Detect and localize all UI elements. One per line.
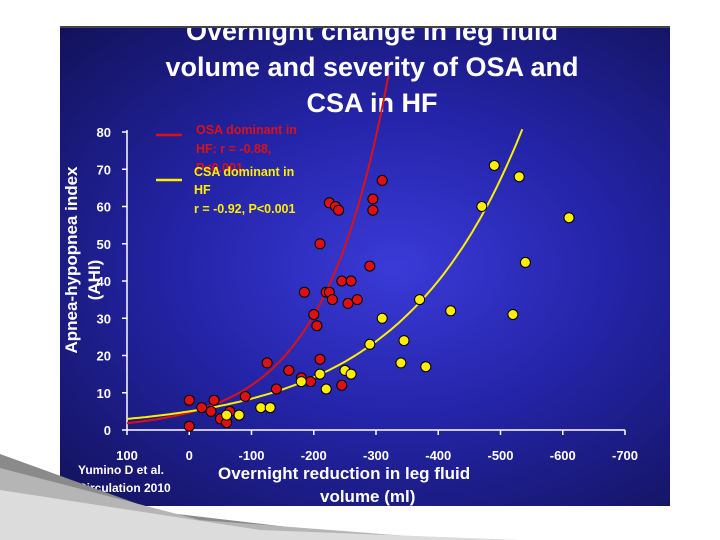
chart-title-line-3: CSA in HF — [307, 88, 438, 118]
osa-data-point — [314, 353, 326, 365]
csa-data-point — [264, 402, 276, 414]
legend-csa-line-1: CSA dominant in — [194, 165, 294, 179]
csa-data-point — [364, 338, 376, 350]
legend-csa-line-3: r = -0.92, P<0.001 — [194, 202, 296, 216]
osa-data-point — [333, 204, 345, 216]
csa-data-point — [563, 212, 575, 224]
osa-data-point — [208, 394, 220, 406]
x-tick-label: 0 — [186, 448, 193, 463]
osa-data-point — [183, 394, 195, 406]
x-tick-label: -300 — [363, 448, 389, 463]
csa-data-point — [398, 335, 410, 347]
legend-osa-line-2: HF: r = -0.88, — [196, 142, 271, 156]
y-tick-label: 30 — [97, 311, 111, 326]
y-axis-label-line-1: Apnea-hypopnea index — [62, 166, 81, 354]
csa-data-point — [314, 368, 326, 380]
x-tick-label: -100 — [238, 448, 264, 463]
x-tick-label: -600 — [550, 448, 576, 463]
csa-data-point — [519, 256, 531, 268]
x-axis-label-line-2: volume (ml) — [320, 487, 415, 506]
x-tick-label: -400 — [425, 448, 451, 463]
csa-data-point — [233, 409, 245, 421]
osa-data-point — [364, 260, 376, 272]
y-tick-label: 50 — [97, 237, 111, 252]
axis-labels: Overnight reduction in leg fluid volume … — [62, 166, 470, 506]
osa-data-point — [336, 379, 348, 391]
osa-data-point — [205, 405, 217, 417]
x-tick-label: -700 — [612, 448, 638, 463]
chart-axes: 0 10 20 30 40 50 60 70 80 100 0 -100 -200 -300 -400 -50… — [97, 125, 638, 463]
osa-data-point — [351, 294, 363, 306]
osa-data-point — [314, 238, 326, 250]
osa-data-point — [196, 402, 208, 414]
slide-background: Overnight change in leg fluid volume and… — [60, 28, 670, 506]
osa-data-point — [298, 286, 310, 298]
csa-data-point — [320, 383, 332, 395]
osa-data-point — [367, 204, 379, 216]
osa-data-point — [326, 294, 338, 306]
csa-data-point — [221, 409, 233, 421]
osa-data-point — [261, 357, 273, 369]
osa-trend-curve — [126, 75, 390, 425]
chart-legend: OSA dominant in HF: r = -0.88, P<0.001 C… — [156, 123, 297, 216]
x-tick-label: 100 — [116, 448, 138, 463]
y-tick-label: 20 — [97, 349, 111, 364]
csa-data-point — [414, 294, 426, 306]
osa-data-point — [183, 420, 195, 432]
legend-osa-line-3: P<0.001 — [196, 161, 243, 175]
y-tick-label: 60 — [97, 200, 111, 215]
x-axis-label-line-1: Overnight reduction in leg fluid — [218, 464, 470, 483]
csa-data-point — [445, 305, 457, 317]
csa-data-point — [513, 171, 525, 183]
csa-data-point — [476, 201, 488, 212]
osa-data-point — [308, 309, 320, 320]
csa-data-point — [395, 357, 407, 369]
y-tick-label: 10 — [97, 386, 111, 401]
chart-title-line-2: volume and severity of OSA and — [165, 52, 578, 82]
osa-data-point — [342, 297, 354, 309]
osa-data-point — [270, 383, 282, 395]
osa-data-point — [367, 193, 379, 205]
legend-osa-line-1: OSA dominant in — [196, 123, 297, 137]
x-tick-label: -200 — [301, 448, 327, 463]
chart-title: Overnight change in leg fluid volume and… — [165, 28, 578, 118]
y-tick-label: 40 — [97, 274, 111, 289]
legend-csa-line-2: HF — [194, 183, 211, 197]
csa-data-point — [345, 368, 357, 380]
scatter-chart: Overnight change in leg fluid volume and… — [62, 28, 638, 506]
osa-data-point — [345, 275, 357, 287]
csa-data-point — [420, 361, 432, 373]
citation-line-1: Yumino D et al. — [78, 463, 164, 477]
chart-title-line-1: Overnight change in leg fluid — [186, 28, 558, 46]
y-tick-label: 70 — [97, 162, 111, 177]
osa-data-point — [376, 174, 388, 186]
decoration-swoosh-pale — [0, 490, 520, 540]
csa-data-point — [376, 312, 388, 324]
csa-data-point — [507, 309, 519, 320]
y-tick-label: 80 — [97, 125, 111, 140]
csa-data-point — [488, 160, 500, 171]
osa-data-point — [283, 364, 295, 376]
data-points — [183, 160, 575, 432]
osa-data-point — [239, 391, 251, 402]
y-tick-label: 0 — [104, 423, 111, 438]
y-axis-label-line-2: (AHI) — [85, 260, 104, 301]
x-tick-label: -500 — [487, 448, 513, 463]
csa-data-point — [295, 376, 307, 388]
osa-data-point — [311, 320, 323, 332]
slide-top-border — [60, 26, 670, 28]
